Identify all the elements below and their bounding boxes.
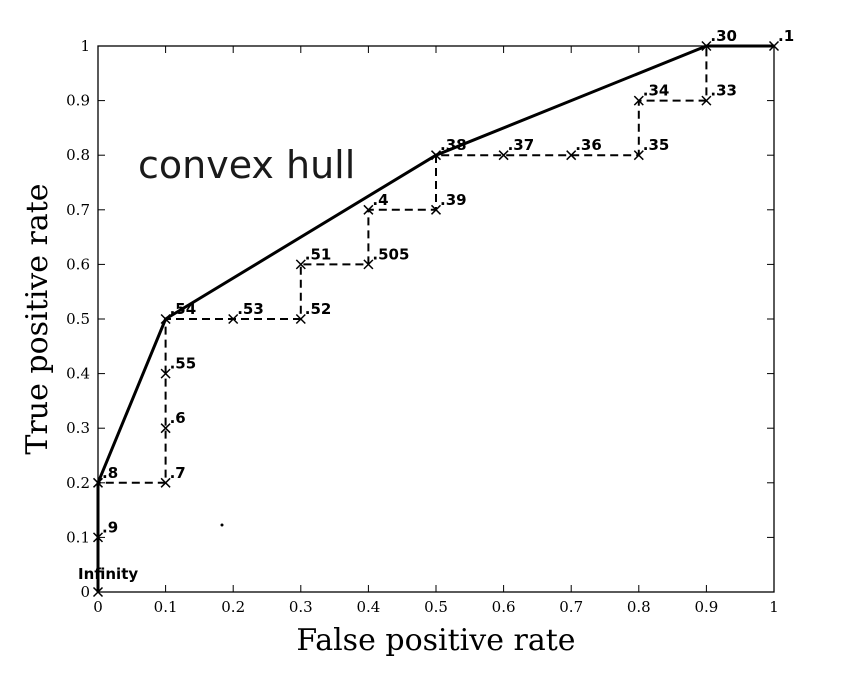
x-marker (160, 368, 171, 379)
point-labels: Infinity .9 .8 .7 .6 .55 .54 .53 .52 .51 .505 .4 .39… (78, 27, 794, 583)
x-tick-label: 0.2 (221, 598, 245, 616)
x-tick-label: 0.6 (492, 598, 516, 616)
threshold-label: .54 (170, 300, 197, 318)
x-tick-label: 0.8 (627, 598, 651, 616)
y-tick-label: 0.7 (66, 201, 90, 219)
threshold-label: .55 (170, 355, 197, 373)
x-tick-label: 1 (769, 598, 779, 616)
threshold-label: .505 (372, 245, 409, 263)
x-marker (430, 204, 442, 215)
x-tick-label: 0.5 (424, 598, 448, 616)
threshold-label: .34 (643, 82, 670, 100)
threshold-label: .51 (305, 245, 332, 263)
y-tick-label: 0.6 (66, 255, 90, 273)
stray-dot (220, 523, 224, 527)
roc-stepped-line (97, 45, 774, 592)
annotation-convex-hull: convex hull (138, 143, 355, 187)
x-marker (295, 313, 306, 325)
y-tick-label: 1 (80, 37, 90, 55)
threshold-label: .53 (237, 300, 264, 318)
threshold-label: .6 (170, 409, 186, 427)
x-marker (228, 313, 239, 325)
threshold-label: .4 (372, 191, 388, 209)
x-marker (498, 150, 509, 161)
threshold-label: Infinity (78, 565, 138, 583)
y-axis-title: True positive rate (20, 183, 55, 454)
threshold-label: .38 (440, 136, 467, 154)
plot-frame (97, 45, 775, 593)
x-marker (363, 259, 374, 270)
y-tick-label: 0.9 (66, 92, 90, 110)
y-tick-label: 0.8 (66, 146, 90, 164)
threshold-label: .37 (508, 136, 535, 154)
y-tick-label: 0 (80, 583, 90, 601)
threshold-label: .30 (710, 27, 737, 45)
y-tick-label: 0.3 (66, 419, 90, 437)
y-tick-label: 0.5 (66, 310, 90, 328)
x-marker (566, 150, 577, 161)
series-layer (92, 40, 780, 598)
x-axis-title: False positive rate (296, 623, 575, 658)
x-marker (633, 95, 644, 106)
x-tick-label: 0.9 (694, 598, 718, 616)
x-tick-label: 0.3 (289, 598, 313, 616)
threshold-label: .39 (440, 191, 467, 209)
axis-ticks (97, 45, 775, 593)
x-marker (633, 150, 644, 161)
threshold-label: .8 (102, 464, 118, 482)
threshold-label: .52 (305, 300, 332, 318)
x-marker (363, 204, 374, 215)
convex-hull-line (96, 44, 774, 592)
y-tick-label: 0.4 (66, 365, 90, 383)
x-marker (701, 95, 712, 106)
x-marker (295, 259, 306, 270)
y-tick-label: 0.2 (66, 474, 90, 492)
y-tick-label: 0.1 (66, 528, 90, 546)
tick-labels: 0 0.1 0.2 0.3 0.4 0.5 0.6 0.7 0.8 0.9 1 0 0.1 0.2 0.3 0… (66, 37, 779, 616)
threshold-label: .35 (643, 136, 670, 154)
threshold-label: .1 (778, 27, 794, 45)
x-tick-label: 0.4 (356, 598, 380, 616)
x-marker (160, 423, 171, 434)
threshold-label: .33 (710, 82, 737, 100)
x-tick-label: 0.7 (559, 598, 583, 616)
x-tick-label: 0.1 (154, 598, 178, 616)
x-marker (160, 477, 171, 488)
threshold-label: .36 (575, 136, 602, 154)
x-tick-label: 0 (93, 598, 103, 616)
threshold-label: .7 (170, 464, 186, 482)
threshold-label: .9 (102, 518, 118, 536)
